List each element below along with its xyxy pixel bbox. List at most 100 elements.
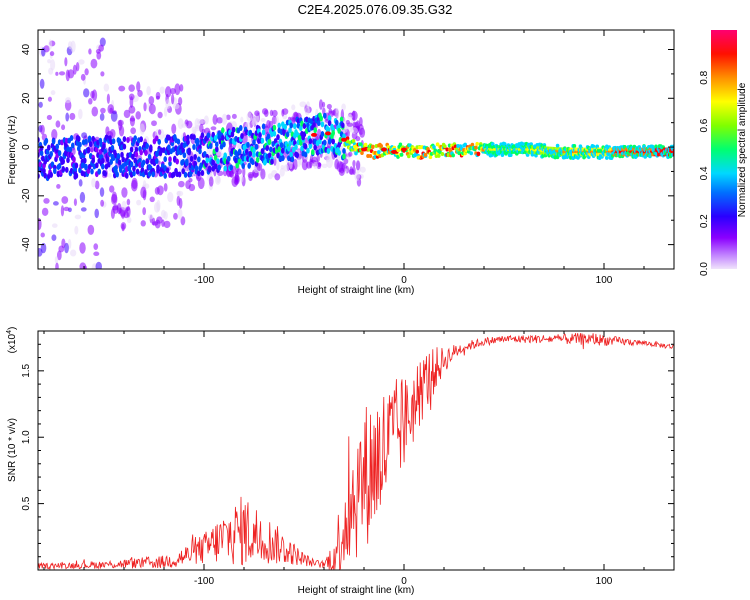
spectrogram-cell <box>151 171 155 178</box>
spectrogram-cell <box>309 158 313 169</box>
snr-x-label: Height of straight line (km) <box>298 585 415 596</box>
spectrogram-cell <box>139 123 145 135</box>
spectrogram-cell <box>56 250 62 261</box>
spectrogram-cell <box>491 148 493 151</box>
spectrogram-cell <box>120 151 124 158</box>
spectrogram-cell <box>230 131 235 138</box>
spectrogram-cell <box>65 166 69 173</box>
spectrogram-cell <box>163 106 168 117</box>
spectrogram-cell <box>352 110 356 121</box>
spectrogram-cell <box>341 122 345 129</box>
colorbar-tick-label: 0.4 <box>699 166 710 180</box>
spectrogram-cell <box>55 262 59 269</box>
spectrogram-cell <box>171 171 176 178</box>
spectrogram-cell <box>337 127 342 134</box>
spectrogram-cell <box>525 148 527 151</box>
spectrogram-cell <box>437 153 441 158</box>
spectrogram-cell <box>55 143 59 150</box>
spectrogram-cell <box>38 218 42 230</box>
spectrogram-cell <box>47 58 52 64</box>
snr-y-ticks: 0.5 1.0 1.5 <box>21 343 674 558</box>
spectrogram-cell <box>276 160 280 171</box>
spectrogram-cell <box>272 109 278 117</box>
spectrogram-cell <box>154 186 160 195</box>
spectrogram-cell <box>39 78 45 89</box>
spectrogram-cell <box>322 101 326 108</box>
spectrogram-cell <box>669 150 671 154</box>
spectrogram-peak <box>391 149 397 154</box>
spectrogram-cell <box>489 148 491 151</box>
spectrogram-cell <box>172 103 180 110</box>
spectrogram-cell <box>148 95 155 105</box>
spectrogram-cell <box>109 185 115 193</box>
spectrogram-peak <box>361 147 367 152</box>
spectrogram-cell <box>346 122 354 127</box>
spectrogram-cell <box>265 145 270 152</box>
spectrogram-cell <box>578 150 580 154</box>
spectrogram-cell <box>134 146 139 153</box>
spectrogram-cell <box>247 162 251 169</box>
spectrogram-cell <box>93 243 99 250</box>
spectrogram-cell <box>415 149 420 154</box>
spectrogram-cell <box>50 90 56 96</box>
spectrogram-cell <box>60 205 65 217</box>
spectrogram-cell <box>254 143 259 150</box>
spectrogram-cell <box>110 110 118 122</box>
spectrogram-cell <box>121 156 125 163</box>
spectrogram-cell <box>504 148 506 151</box>
spectrogram-cell <box>252 151 256 158</box>
spectrogram-cell <box>163 211 168 220</box>
spectrogram-cell <box>335 107 339 120</box>
spectrogram-cell <box>140 186 147 199</box>
spectrogram-cell <box>618 150 620 154</box>
spectrogram-cell <box>51 234 57 242</box>
spectrogram-cell <box>519 148 521 151</box>
spectrogram-cell <box>188 183 196 192</box>
spectrogram-cell <box>194 165 199 172</box>
spectrogram-cell <box>57 162 62 169</box>
colorbar-tick-label: 0.6 <box>699 118 710 132</box>
spectrogram-cell <box>279 142 284 149</box>
spectrogram-cell <box>261 108 269 115</box>
spectrogram-cell <box>423 152 428 157</box>
spectrogram-cell <box>289 151 294 158</box>
spectrogram-cell <box>520 148 522 151</box>
spectrogram-cell <box>666 150 668 154</box>
spectrogram-cell <box>586 150 588 154</box>
spectrogram-cell <box>213 163 218 170</box>
spectrogram-cell <box>48 39 53 50</box>
spectrogram-cell <box>592 150 594 154</box>
spectrogram-cell <box>312 121 316 128</box>
spectrogram-cell <box>128 105 136 114</box>
spectrogram-cell <box>46 114 53 121</box>
spectrogram-cell <box>200 132 205 139</box>
spectrogram-cell <box>451 153 456 158</box>
spectrogram-cell <box>267 152 272 159</box>
spectrogram-cell <box>289 122 294 129</box>
spectrogram-cell <box>281 109 285 117</box>
spectrogram-cell <box>90 90 95 99</box>
spectrogram-cell <box>197 156 201 163</box>
spectrogram-cell <box>211 159 215 166</box>
spectrogram-cell <box>277 122 282 129</box>
snr-x-ticks: -100 0 100 <box>43 331 645 587</box>
spectrogram-cell <box>99 113 105 121</box>
spectrogram-cell <box>199 123 204 133</box>
spectrogram-cell <box>125 172 129 179</box>
spectrogram-cell <box>563 150 565 154</box>
spectrogram-cell <box>156 199 161 212</box>
spectrogram-cell <box>68 146 73 153</box>
spectrogram-marks <box>38 37 674 269</box>
spectrogram-cell <box>140 220 146 227</box>
spectrogram-cell <box>110 144 115 151</box>
spectrogram-cell <box>440 152 445 157</box>
spectrogram-cell <box>562 150 564 154</box>
spectrogram-cell <box>90 58 98 69</box>
spectrogram-cell <box>621 150 623 154</box>
spectrogram-cell <box>51 138 56 145</box>
spectrogram-cell <box>645 150 647 154</box>
spectrogram-cell <box>246 141 250 148</box>
spectrogram-cell <box>606 150 608 154</box>
spectrogram-cell <box>281 155 285 162</box>
spectrogram-cell <box>211 131 215 138</box>
